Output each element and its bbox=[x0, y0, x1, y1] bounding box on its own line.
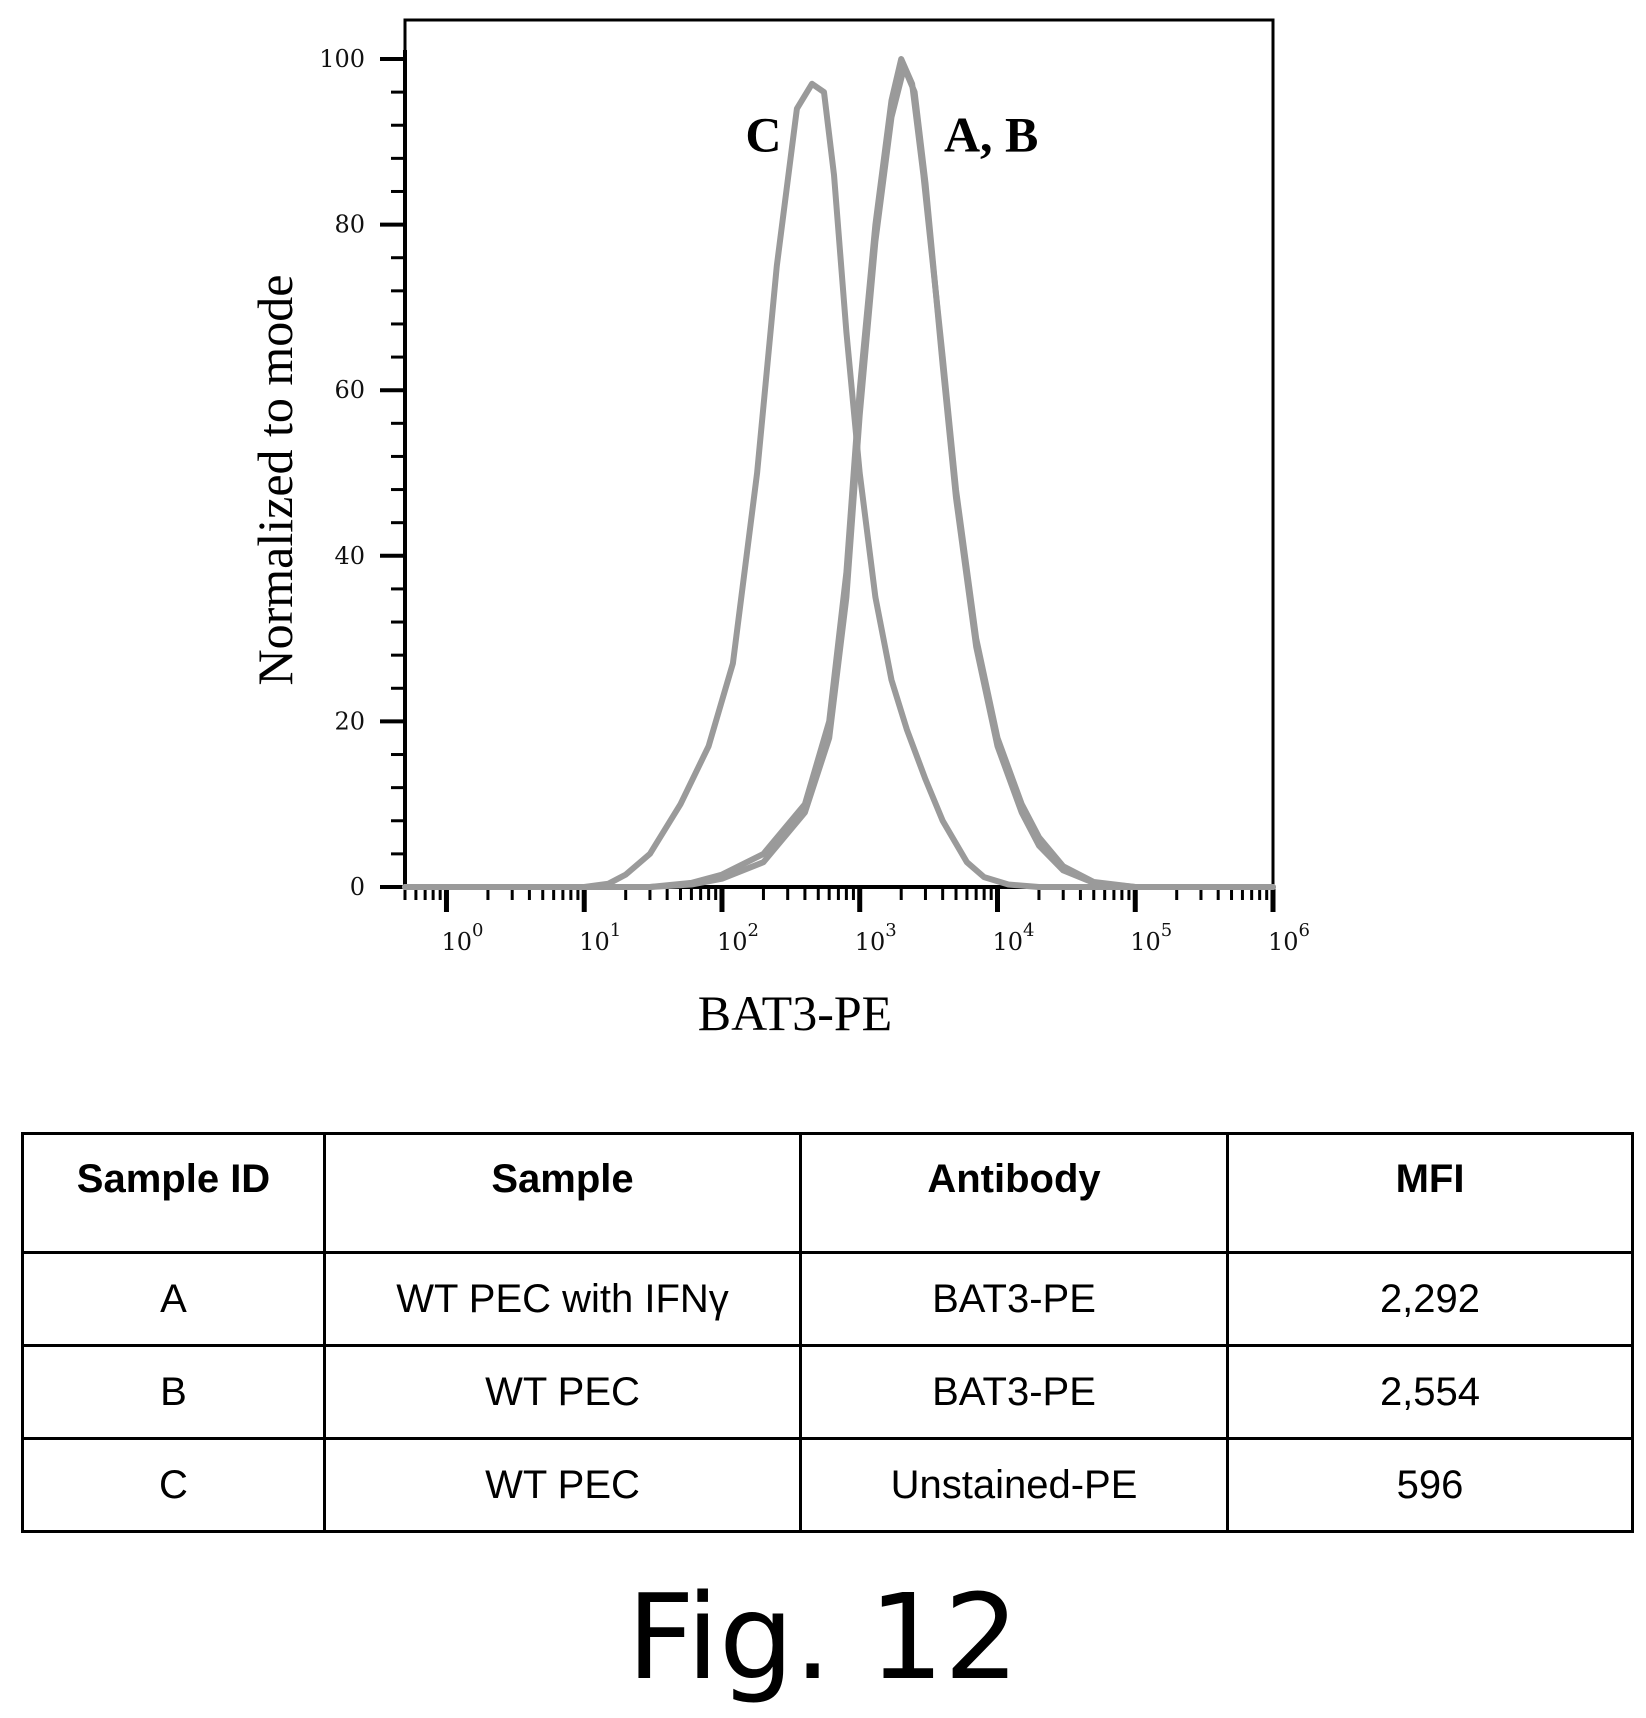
table-header-row: Sample ID Sample Antibody MFI bbox=[21, 1132, 1634, 1254]
x-axis-title: BAT3-PE bbox=[698, 985, 892, 1041]
x-tick-label: 103 bbox=[855, 920, 897, 956]
table-row: A WT PEC with IFNγ BAT3-PE 2,292 bbox=[21, 1251, 1634, 1347]
y-tick-label: 20 bbox=[334, 707, 365, 735]
header-antibody: Antibody bbox=[799, 1132, 1229, 1254]
series-curve-b bbox=[402, 56, 1276, 890]
y-tick-label: 40 bbox=[334, 542, 365, 570]
x-tick-label: 102 bbox=[717, 920, 759, 956]
table-row: B WT PEC BAT3-PE 2,554 bbox=[21, 1344, 1634, 1440]
series-curve-c bbox=[402, 80, 1276, 890]
x-tick-label: 106 bbox=[1268, 920, 1310, 956]
x-axis-ticks: 100 101 102 103 104 105 106 bbox=[403, 887, 1310, 956]
series-curve-a bbox=[402, 64, 1276, 890]
peak-labels: C A, B bbox=[745, 107, 1038, 163]
cell-sample: WT PEC with IFNγ bbox=[323, 1251, 802, 1347]
cell-antibody: Unstained-PE bbox=[799, 1437, 1229, 1533]
plot-frame bbox=[403, 18, 1275, 889]
header-mfi: MFI bbox=[1226, 1132, 1634, 1254]
x-tick-label: 101 bbox=[579, 920, 621, 956]
histogram-chart: 0 20 40 60 80 100 100 101 102 103 104 105 106 C A, B… bbox=[247, 18, 1310, 1041]
sample-table-wrap: Sample ID Sample Antibody MFI A WT PEC w… bbox=[21, 1132, 1634, 1533]
cell-antibody: BAT3-PE bbox=[799, 1251, 1229, 1347]
header-sample: Sample bbox=[323, 1132, 802, 1254]
x-tick-label: 105 bbox=[1130, 920, 1172, 956]
y-tick-label: 100 bbox=[319, 45, 365, 73]
x-tick-label: 100 bbox=[441, 920, 483, 956]
y-axis-title: Normalized to mode bbox=[247, 275, 303, 686]
peak-label: C bbox=[745, 107, 781, 163]
table-row: C WT PEC Unstained-PE 596 bbox=[21, 1437, 1634, 1533]
y-tick-label: 60 bbox=[334, 376, 365, 404]
cell-sample-id: B bbox=[21, 1344, 326, 1440]
y-tick-label: 80 bbox=[334, 211, 365, 239]
header-sample-id: Sample ID bbox=[21, 1132, 326, 1254]
cell-mfi: 2,554 bbox=[1226, 1344, 1634, 1440]
cell-mfi: 2,292 bbox=[1226, 1251, 1634, 1347]
peak-label: A, B bbox=[944, 107, 1038, 163]
y-tick-label: 0 bbox=[350, 873, 365, 901]
cell-sample-id: C bbox=[21, 1437, 326, 1533]
y-axis-ticks: 0 20 40 60 80 100 bbox=[319, 45, 405, 901]
cell-sample-id: A bbox=[21, 1251, 326, 1347]
cell-mfi: 596 bbox=[1226, 1437, 1634, 1533]
cell-sample: WT PEC bbox=[323, 1437, 802, 1533]
sample-table: Sample ID Sample Antibody MFI A WT PEC w… bbox=[21, 1132, 1634, 1533]
x-tick-label: 104 bbox=[992, 920, 1034, 956]
figure-caption: Fig. 12 bbox=[626, 1568, 1020, 1706]
histogram-curves bbox=[402, 56, 1276, 890]
cell-sample: WT PEC bbox=[323, 1344, 802, 1440]
cell-antibody: BAT3-PE bbox=[799, 1344, 1229, 1440]
